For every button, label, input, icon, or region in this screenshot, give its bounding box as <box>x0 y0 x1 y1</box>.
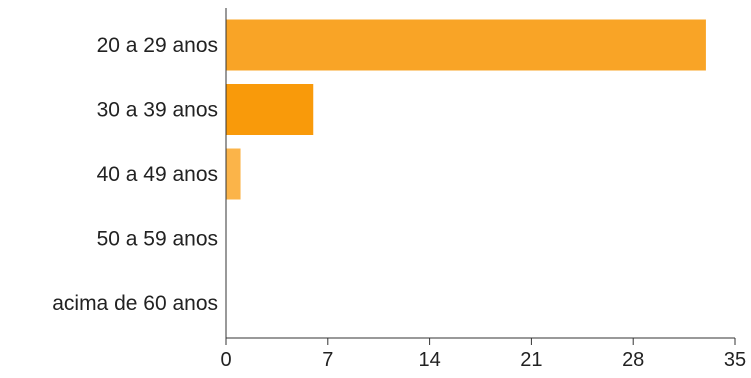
category-label: acima de 60 anos <box>52 292 218 315</box>
x-tick-label: 21 <box>520 349 542 371</box>
bar-2 <box>226 84 314 135</box>
bar-1 <box>226 19 706 71</box>
category-label: 30 a 39 anos <box>97 99 218 122</box>
x-tick-label: 28 <box>622 349 644 371</box>
category-label: 50 a 59 anos <box>97 228 218 251</box>
x-axis: 0 7 14 21 28 35 <box>220 8 746 371</box>
x-tick-label: 35 <box>724 349 746 371</box>
x-tick-label: 14 <box>418 349 440 371</box>
x-tick-label: 7 <box>322 349 333 371</box>
category-labels: 20 a 29 anos 30 a 39 anos 40 a 49 anos 50 a… <box>52 34 218 315</box>
bars-layer <box>226 19 706 200</box>
category-label: 40 a 49 anos <box>97 163 218 186</box>
category-label: 20 a 29 anos <box>97 34 218 57</box>
bar-3 <box>226 148 241 200</box>
x-tick-label: 0 <box>220 349 231 371</box>
